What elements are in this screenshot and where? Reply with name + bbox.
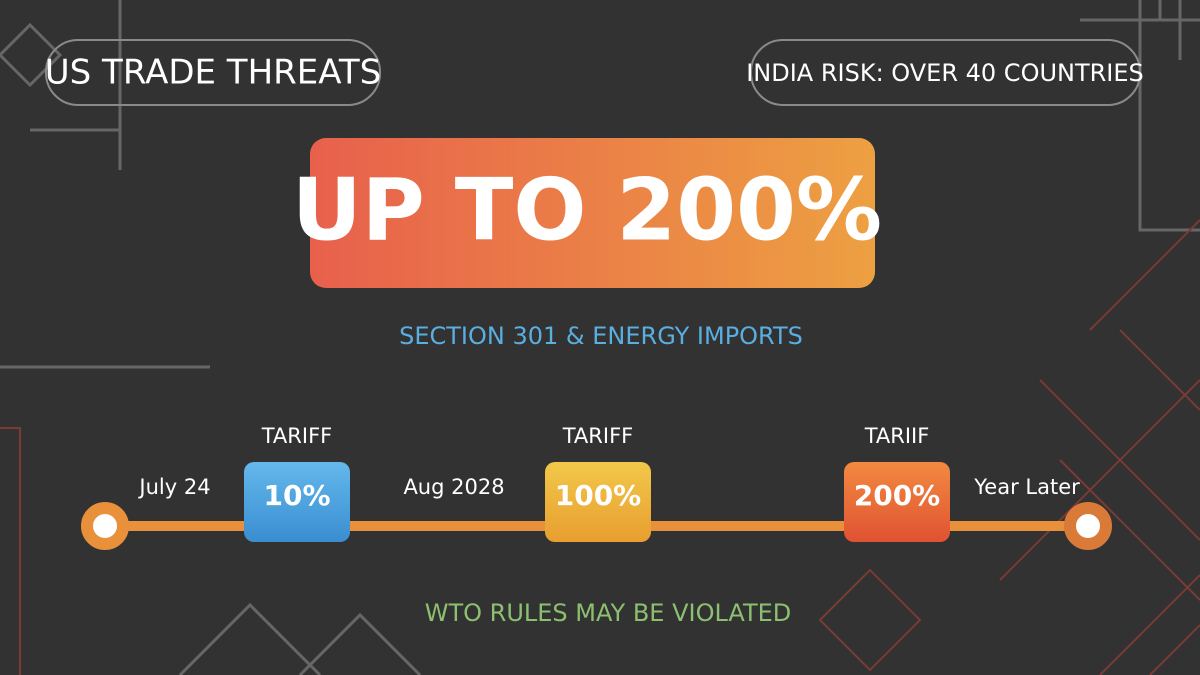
headline: UP TO 200% <box>292 160 882 260</box>
subtitle: SECTION 301 & ENERGY IMPORTS <box>399 322 803 350</box>
step-box <box>844 462 950 542</box>
decoration-red <box>0 219 1200 675</box>
title: US TRADE THREATS <box>45 53 381 93</box>
step-label: TARIFF <box>261 424 333 448</box>
step-value: 10% <box>263 479 330 512</box>
step-value: 100% <box>555 479 642 512</box>
step-value: 200% <box>854 479 941 512</box>
badge: INDIA RISK: OVER 40 COUNTRIES <box>746 59 1144 87</box>
footer: WTO RULES MAY BE VIOLATED <box>425 599 792 627</box>
headline-box <box>310 138 875 288</box>
timeline-date: Year Later <box>973 475 1080 499</box>
step-box <box>244 462 350 542</box>
timeline-end <box>1064 502 1112 550</box>
timeline-date: Aug 2028 <box>403 475 504 499</box>
timeline: July 24 Aug 2028 Year Later TARIFF 10% TARIFF… <box>137 424 1080 542</box>
badge-pill <box>750 39 1141 106</box>
step-label: TARIFF <box>562 424 634 448</box>
timeline-start <box>81 502 129 550</box>
step-box <box>545 462 651 542</box>
step-label: TARIIF <box>864 424 930 448</box>
timeline-date: July 24 <box>137 475 210 499</box>
title-pill <box>45 39 381 106</box>
